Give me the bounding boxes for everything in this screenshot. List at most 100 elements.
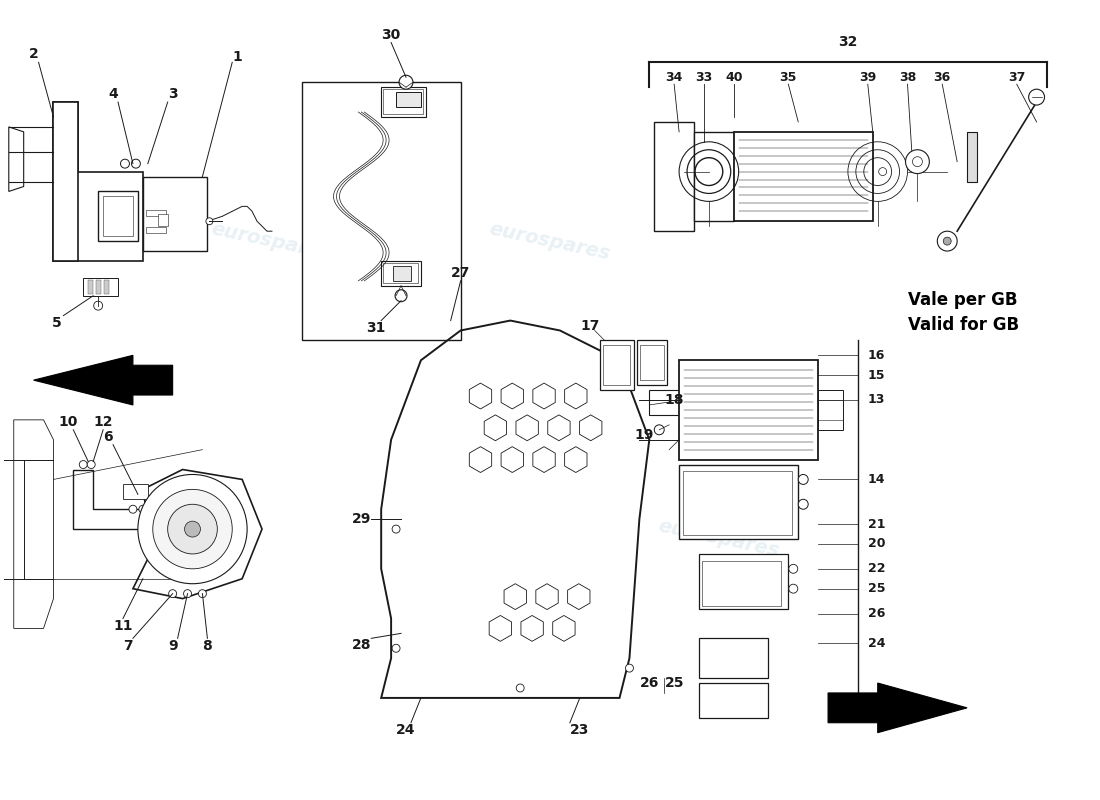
Text: 6: 6 xyxy=(103,430,113,444)
Circle shape xyxy=(905,150,930,174)
Bar xyxy=(818,390,843,430)
Text: 25: 25 xyxy=(664,676,684,690)
Text: 22: 22 xyxy=(868,562,886,575)
Polygon shape xyxy=(34,355,173,405)
Bar xyxy=(679,360,818,459)
Circle shape xyxy=(799,474,808,485)
Text: 32: 32 xyxy=(838,35,858,50)
Circle shape xyxy=(654,425,664,434)
Text: 9: 9 xyxy=(168,639,177,654)
Bar xyxy=(382,87,426,117)
Circle shape xyxy=(168,590,177,598)
Circle shape xyxy=(87,461,96,469)
Circle shape xyxy=(799,499,808,510)
Circle shape xyxy=(131,159,141,168)
Circle shape xyxy=(1028,89,1045,105)
Circle shape xyxy=(944,237,952,245)
Bar xyxy=(157,214,167,226)
Circle shape xyxy=(392,525,400,533)
Text: 21: 21 xyxy=(868,518,886,530)
Circle shape xyxy=(185,521,200,537)
Text: 18: 18 xyxy=(664,393,684,407)
Text: 26: 26 xyxy=(639,676,659,690)
Bar xyxy=(734,132,872,222)
Text: 11: 11 xyxy=(113,619,133,634)
Text: 34: 34 xyxy=(666,70,683,84)
Text: 24: 24 xyxy=(396,722,416,737)
Text: 36: 36 xyxy=(934,70,950,84)
Text: 3: 3 xyxy=(168,87,177,101)
Circle shape xyxy=(626,664,634,672)
Text: 24: 24 xyxy=(868,637,886,650)
Circle shape xyxy=(139,506,146,514)
Text: eurospares: eurospares xyxy=(487,219,613,263)
Bar xyxy=(698,554,789,609)
Circle shape xyxy=(79,461,87,469)
Text: eurospares: eurospares xyxy=(657,517,781,561)
Text: 26: 26 xyxy=(868,607,886,620)
Text: 2: 2 xyxy=(29,47,38,62)
Text: 35: 35 xyxy=(780,70,798,84)
Circle shape xyxy=(129,506,136,514)
Bar xyxy=(383,263,418,283)
Circle shape xyxy=(184,590,191,598)
Bar xyxy=(104,280,109,294)
Text: 1: 1 xyxy=(232,50,242,64)
Circle shape xyxy=(395,290,407,302)
Text: 30: 30 xyxy=(382,27,400,42)
Text: 20: 20 xyxy=(868,538,886,550)
Text: eurospares: eurospares xyxy=(210,219,334,263)
Circle shape xyxy=(937,231,957,251)
Bar xyxy=(54,102,78,261)
Bar xyxy=(698,638,769,678)
Bar xyxy=(649,390,684,415)
Circle shape xyxy=(913,157,923,166)
Text: 39: 39 xyxy=(859,70,877,84)
Circle shape xyxy=(399,75,412,89)
Text: 7: 7 xyxy=(123,639,133,654)
Circle shape xyxy=(206,218,213,225)
Bar xyxy=(98,191,138,241)
Polygon shape xyxy=(828,683,967,733)
Text: 12: 12 xyxy=(94,415,113,429)
Bar xyxy=(84,278,118,296)
Text: 27: 27 xyxy=(451,266,471,280)
Circle shape xyxy=(789,564,797,574)
Bar xyxy=(603,346,630,385)
Text: 16: 16 xyxy=(868,349,886,362)
Bar xyxy=(698,683,769,718)
Circle shape xyxy=(392,644,400,652)
Text: 29: 29 xyxy=(352,512,371,526)
Bar xyxy=(600,341,635,390)
Bar xyxy=(383,89,422,114)
Bar xyxy=(301,82,461,341)
Text: 4: 4 xyxy=(108,87,118,101)
Bar xyxy=(146,227,166,233)
Text: 19: 19 xyxy=(635,428,654,442)
Bar xyxy=(654,122,694,231)
Bar xyxy=(683,470,792,535)
Circle shape xyxy=(94,301,102,310)
Text: 37: 37 xyxy=(1008,70,1025,84)
Bar xyxy=(146,210,166,216)
Bar xyxy=(103,197,133,236)
Text: 14: 14 xyxy=(868,473,886,486)
Text: 38: 38 xyxy=(899,70,916,84)
Circle shape xyxy=(121,159,130,168)
Bar xyxy=(702,561,781,606)
Bar xyxy=(96,280,101,294)
Text: 28: 28 xyxy=(352,638,371,652)
Bar xyxy=(88,280,94,294)
Circle shape xyxy=(789,584,797,593)
Bar xyxy=(382,261,421,286)
Text: 23: 23 xyxy=(570,722,590,737)
Text: 15: 15 xyxy=(868,369,886,382)
Circle shape xyxy=(138,474,248,584)
Bar xyxy=(694,132,734,222)
Bar xyxy=(393,266,411,281)
Text: 13: 13 xyxy=(868,394,886,406)
Circle shape xyxy=(198,590,207,598)
Text: 40: 40 xyxy=(725,70,742,84)
Circle shape xyxy=(516,684,525,692)
Text: 33: 33 xyxy=(695,70,713,84)
